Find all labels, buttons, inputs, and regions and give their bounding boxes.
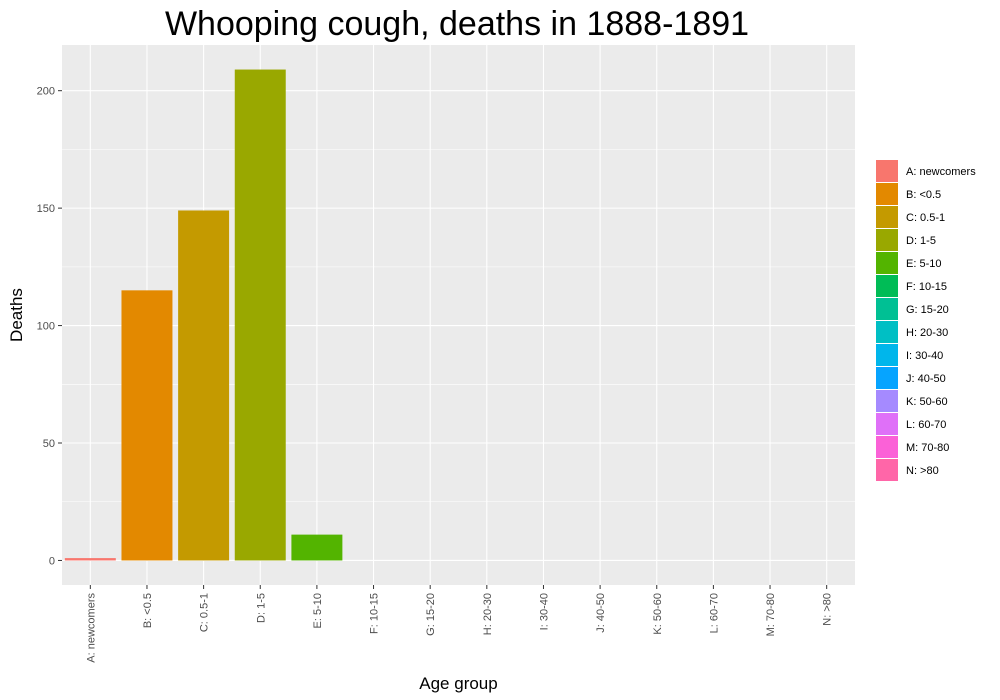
x-axis: A: newcomers B: <0.5 C: 0.5-1 D: 1-5 E: 5-10… (85, 585, 834, 663)
legend: A: newcomers B: <0.5 C: 0.5-1 D: 1-5 E: 5-10… (876, 160, 976, 481)
legend-label: H: 20-30 (906, 327, 948, 339)
x-tick-label: N: >80 (822, 593, 834, 626)
x-tick-label: M: 70-80 (765, 593, 777, 636)
legend-label: M: 70-80 (906, 442, 949, 454)
x-axis-title: Age group (419, 674, 497, 693)
x-tick-label: J: 40-50 (595, 593, 607, 633)
legend-key (876, 160, 898, 182)
y-tick-label: 50 (43, 438, 55, 450)
legend-key (876, 252, 898, 274)
legend-label: L: 60-70 (906, 419, 946, 431)
legend-key (876, 321, 898, 343)
legend-label: K: 50-60 (906, 396, 948, 408)
legend-key (876, 206, 898, 228)
y-axis-title: Deaths (7, 288, 26, 342)
legend-key (876, 344, 898, 366)
legend-label: G: 15-20 (906, 304, 949, 316)
legend-key (876, 275, 898, 297)
bars (64, 69, 343, 561)
bar (64, 558, 116, 561)
x-tick-label: B: <0.5 (142, 593, 154, 628)
x-tick-label: C: 0.5-1 (199, 593, 211, 632)
legend-label: N: >80 (906, 465, 939, 477)
legend-label: D: 1-5 (906, 235, 936, 247)
legend-label: C: 0.5-1 (906, 212, 945, 224)
bar (234, 69, 286, 561)
x-tick-label: A: newcomers (85, 593, 97, 663)
y-axis: 0 50 100 150 200 (37, 86, 62, 567)
bar (178, 210, 230, 561)
x-tick-label: D: 1-5 (255, 593, 267, 623)
legend-key (876, 413, 898, 435)
legend-key (876, 229, 898, 251)
x-tick-label: I: 30-40 (538, 593, 550, 630)
legend-label: J: 40-50 (906, 373, 946, 385)
legend-key (876, 459, 898, 481)
x-tick-label: G: 15-20 (425, 593, 437, 636)
legend-key (876, 298, 898, 320)
x-tick-label: F: 10-15 (369, 593, 381, 634)
x-tick-label: K: 50-60 (652, 593, 664, 635)
legend-label: A: newcomers (906, 166, 976, 178)
legend-key (876, 367, 898, 389)
bar (291, 534, 343, 561)
x-tick-label: H: 20-30 (482, 593, 494, 635)
legend-label: I: 30-40 (906, 350, 943, 362)
legend-key (876, 390, 898, 412)
y-tick-label: 200 (37, 86, 55, 98)
x-tick-label: E: 5-10 (312, 593, 324, 628)
legend-key (876, 183, 898, 205)
bar (121, 290, 173, 561)
legend-label: E: 5-10 (906, 258, 941, 270)
x-tick-label: L: 60-70 (708, 593, 720, 633)
y-tick-label: 0 (49, 555, 55, 567)
chart-title: Whooping cough, deaths in 1888-1891 (165, 5, 749, 43)
legend-key (876, 436, 898, 458)
legend-label: F: 10-15 (906, 281, 947, 293)
legend-label: B: <0.5 (906, 189, 941, 201)
y-tick-label: 100 (37, 321, 55, 333)
y-tick-label: 150 (37, 203, 55, 215)
